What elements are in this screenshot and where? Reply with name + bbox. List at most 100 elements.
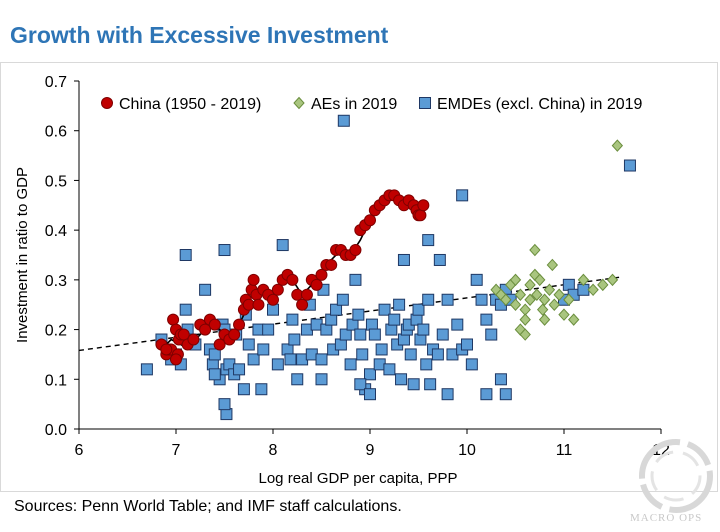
china-point (296, 298, 309, 311)
emde-point (339, 328, 352, 341)
china-point (208, 318, 221, 331)
china-point (349, 244, 362, 257)
emde-point (441, 388, 454, 401)
china-point (364, 214, 376, 227)
emde-point (349, 273, 362, 286)
y-tick-label: 0.1 (45, 372, 67, 389)
emde-point (352, 308, 365, 321)
ae-point (529, 243, 541, 257)
emde-point (436, 328, 449, 341)
emde-point (337, 114, 350, 127)
china-point (300, 288, 313, 301)
emde-point (242, 338, 255, 351)
ae-point (597, 278, 609, 292)
y-axis-label: Investment in ratio to GDP (14, 167, 31, 343)
y-tick-label: 0.7 (45, 74, 67, 91)
legend-aes-marker (293, 96, 305, 110)
emde-point (218, 244, 231, 257)
emde-point (383, 363, 396, 376)
ae-point (519, 313, 531, 326)
china-point (271, 283, 284, 296)
emde-point (407, 378, 420, 391)
legend: China (1950 - 2019) AEs in 2019 EMDEs (exc… (101, 96, 643, 113)
emde-point (237, 383, 250, 396)
emde-point (336, 293, 349, 306)
ae-point (509, 298, 522, 311)
emde-point (233, 363, 246, 376)
emde-point (368, 328, 381, 341)
emde-point (412, 303, 425, 316)
ae-point (611, 139, 624, 152)
emde-point (480, 313, 493, 326)
ae-point (568, 313, 580, 326)
source-note: Sources: Penn World Table; and IMF staff… (14, 498, 402, 515)
ae-point (606, 273, 619, 287)
x-tick-label: 11 (556, 442, 573, 459)
china-point (160, 343, 173, 356)
china-point (325, 258, 338, 271)
emde-point (378, 303, 391, 316)
china-point (170, 353, 182, 366)
emde-point (365, 318, 378, 331)
legend-china-label: China (1950 - 2019) (119, 96, 261, 113)
emde-point (334, 338, 347, 351)
data-points (140, 114, 636, 421)
emde-point (140, 363, 153, 376)
china-point (247, 273, 260, 286)
emde-point (480, 388, 493, 401)
trend-line (78, 276, 623, 352)
china-point (187, 333, 200, 346)
emde-point (393, 298, 406, 311)
x-tick-label: 6 (75, 442, 84, 459)
emde-point (267, 303, 279, 316)
emde-point (499, 388, 512, 401)
china-point (199, 323, 212, 336)
emde-point (288, 333, 301, 346)
y-tick-label: 0.6 (45, 124, 67, 141)
emde-point (220, 408, 233, 421)
ae-point (553, 288, 565, 302)
ae-point (531, 288, 543, 302)
emde-point (208, 368, 221, 381)
emde-point (385, 323, 398, 336)
emde-point (494, 373, 507, 386)
legend-emdes-label: EMDEs (excl. China) in 2019 (437, 96, 643, 113)
trend-line-dashed (78, 276, 623, 352)
ae-point (514, 288, 527, 302)
emde-point (208, 348, 221, 361)
ae-point (538, 313, 551, 326)
legend-aes-label: AEs in 2019 (311, 96, 397, 113)
y-tick-label: 0.5 (45, 173, 67, 190)
emde-point (422, 293, 435, 306)
emde-point (354, 328, 367, 341)
emde-point (441, 293, 454, 306)
x-tick-label: 10 (458, 442, 476, 459)
emde-point (199, 283, 212, 296)
emde-point (344, 358, 357, 371)
emde-point (255, 383, 268, 396)
emde-point (276, 239, 289, 252)
ae-point (587, 283, 599, 297)
emde-point (262, 323, 275, 336)
emde-point (315, 373, 328, 386)
emde-point (422, 234, 435, 247)
emde-point (356, 348, 369, 361)
emde-point (475, 293, 488, 306)
emde-point (346, 318, 359, 331)
ae-point (524, 278, 536, 292)
emde-point (485, 328, 498, 341)
ae-point (563, 293, 575, 306)
x-tick-label: 8 (269, 442, 278, 459)
emde-point (257, 343, 270, 356)
emde-point (431, 348, 444, 361)
ae-point (558, 308, 570, 321)
emde-point (179, 303, 192, 316)
emde-point (461, 338, 473, 351)
ae-point (534, 273, 546, 287)
emde-point (320, 323, 333, 336)
x-tick-label: 9 (366, 442, 375, 459)
emde-point (420, 358, 433, 371)
emde-point (325, 313, 338, 326)
emde-point (397, 333, 410, 346)
